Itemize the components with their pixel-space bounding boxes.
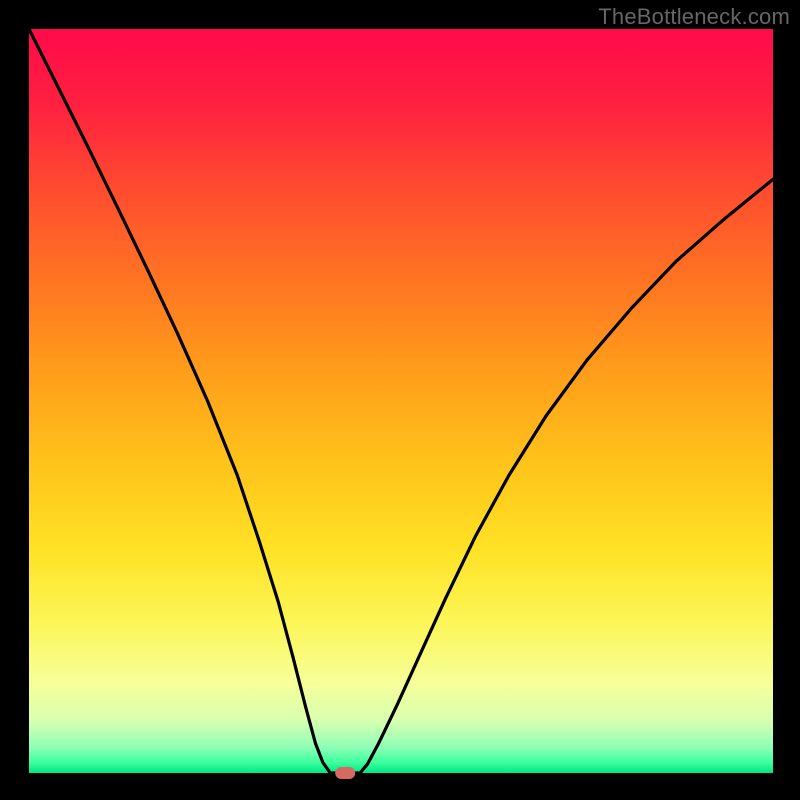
current-config-marker xyxy=(335,767,355,779)
chart-plot-background xyxy=(29,29,773,773)
bottleneck-chart xyxy=(0,0,800,800)
watermark-text: TheBottleneck.com xyxy=(598,4,790,30)
